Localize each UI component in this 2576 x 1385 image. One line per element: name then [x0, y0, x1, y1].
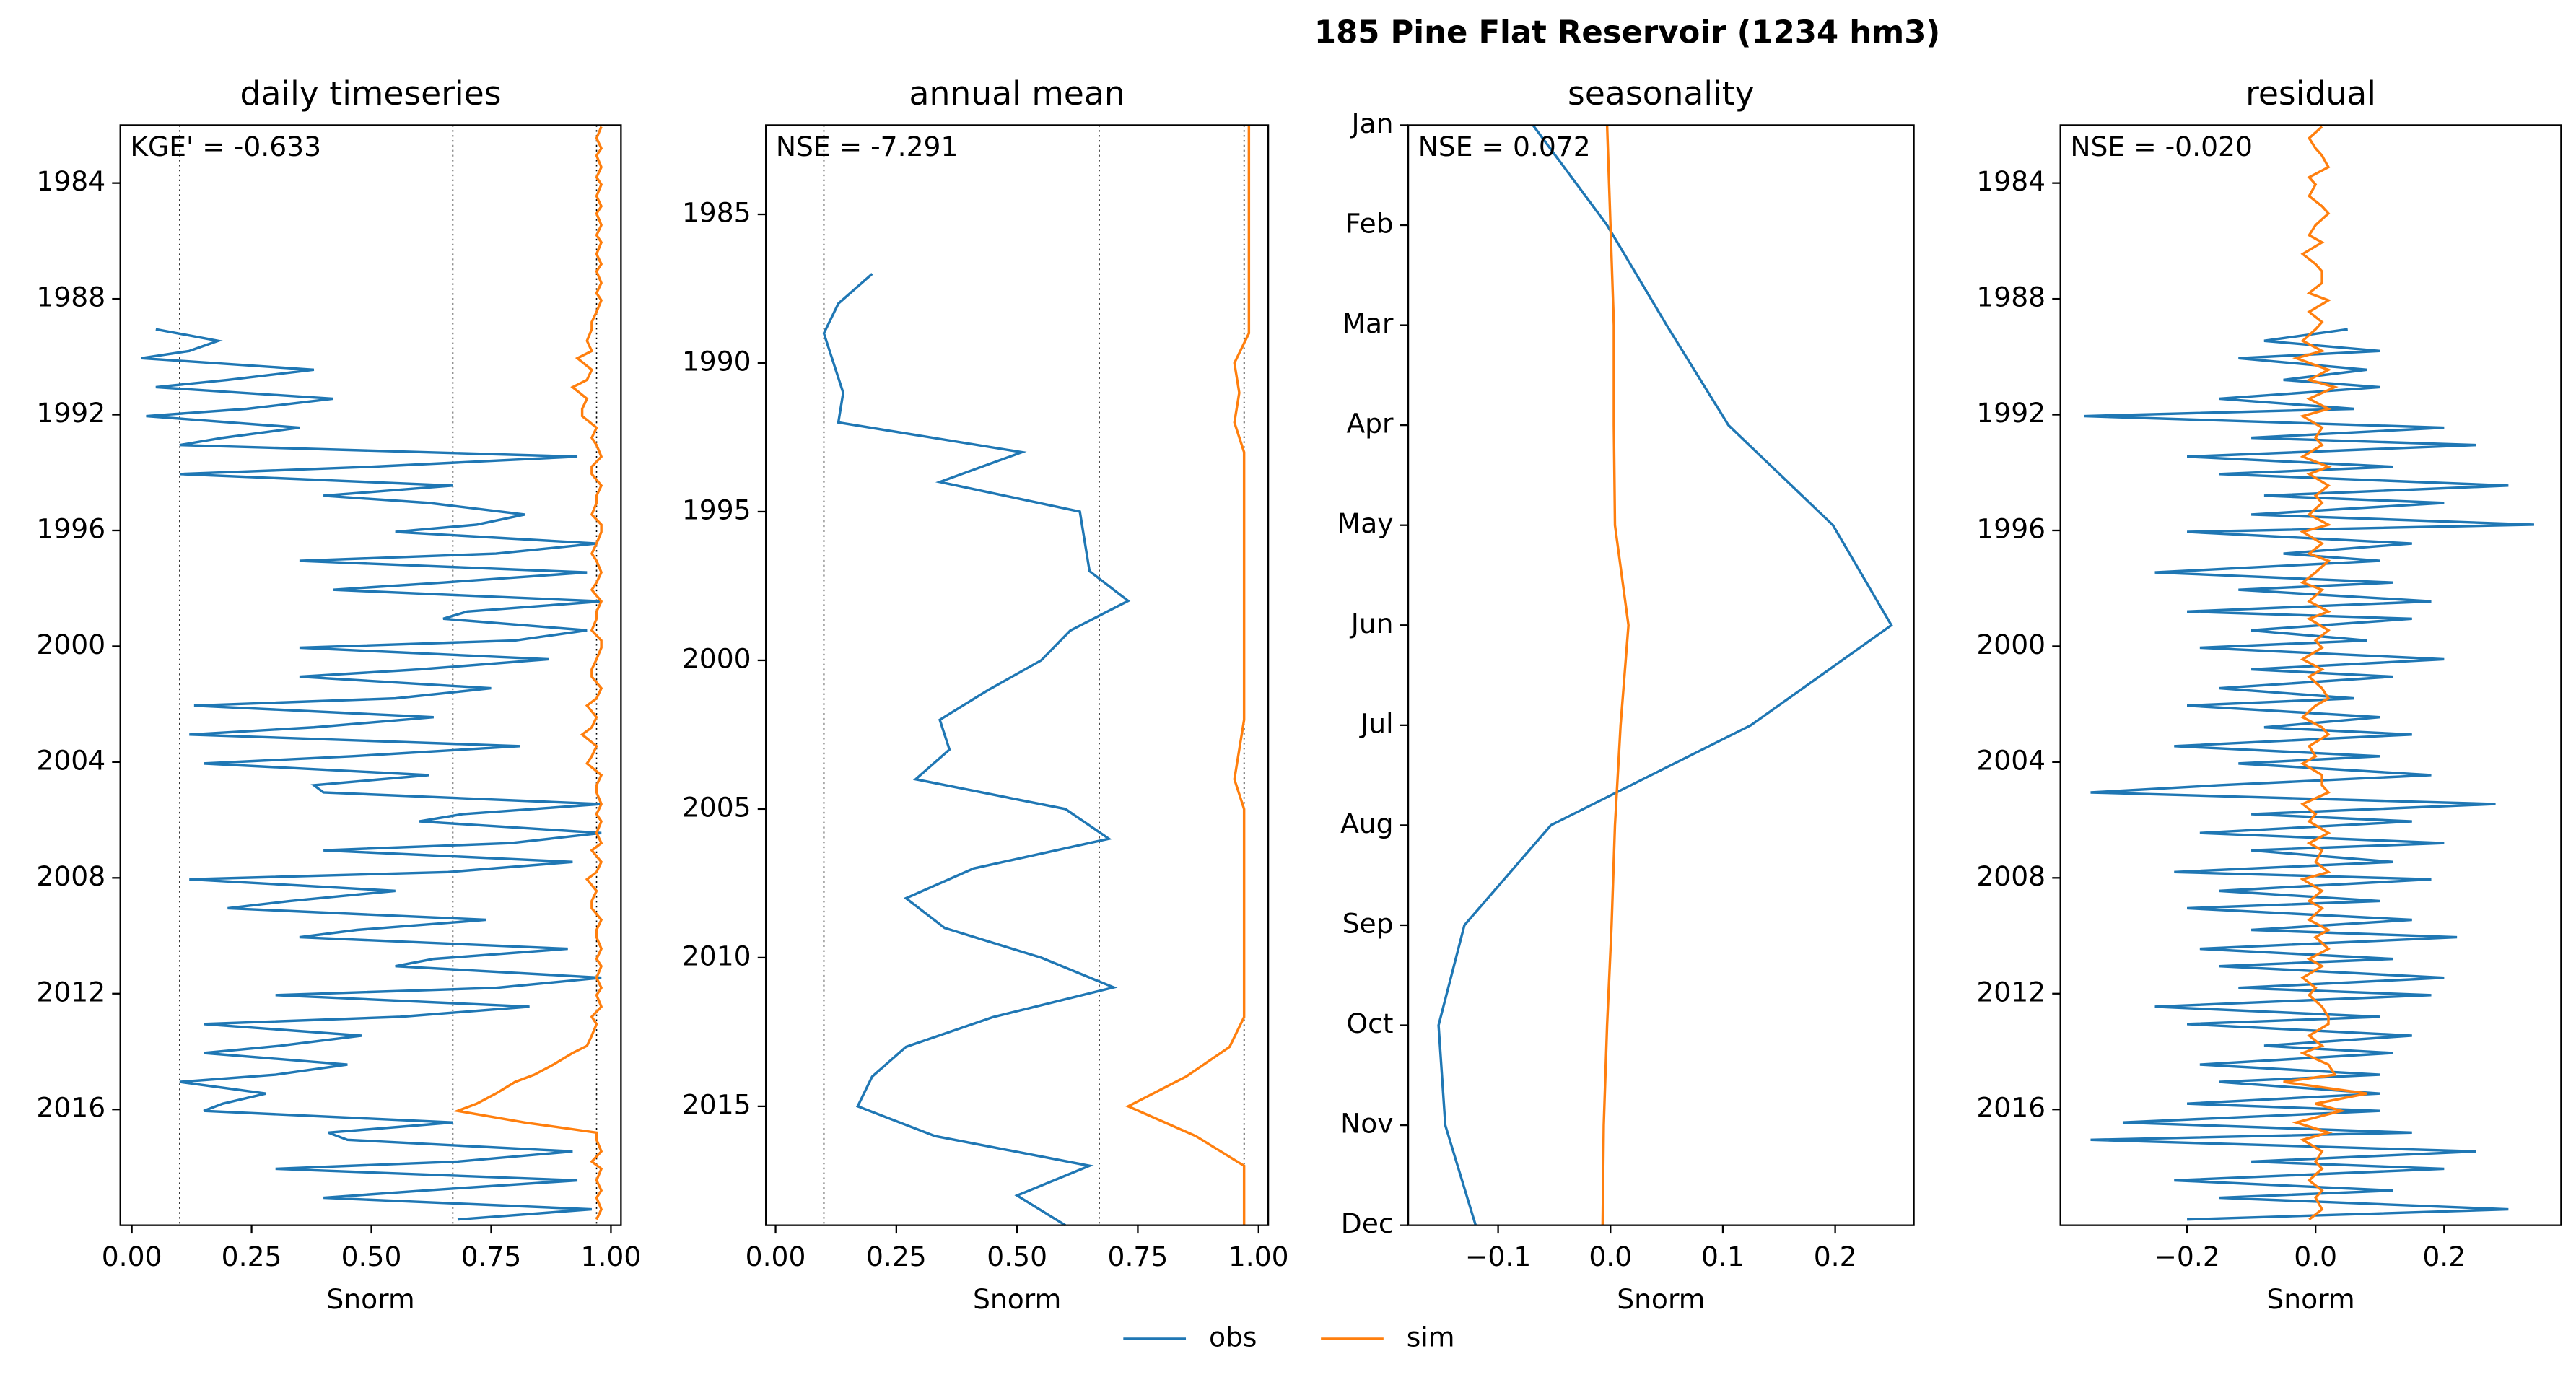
y-tick-label: 1992: [1976, 397, 2045, 429]
y-tick-label: 1985: [682, 197, 751, 229]
plot-frame: [119, 124, 622, 1226]
x-tick-label: 0.50: [341, 1241, 402, 1272]
y-tick-label: 2008: [1976, 860, 2045, 892]
y-tick-label: 2016: [36, 1092, 105, 1124]
y-tick-label: Aug: [1340, 808, 1393, 839]
y-tick-label: Apr: [1346, 408, 1394, 440]
panel-title: annual mean: [909, 74, 1125, 113]
y-tick-label: Feb: [1345, 207, 1394, 239]
annotation: KGE' = -0.633: [130, 131, 321, 162]
x-tick-label: −0.2: [2154, 1241, 2219, 1272]
y-tick-label: 2015: [682, 1088, 751, 1120]
x-tick-label: 0.25: [222, 1241, 282, 1272]
y-tick-label: 2012: [1976, 976, 2045, 1008]
series-line: [1125, 125, 1251, 1225]
y-tick-label: 1984: [36, 165, 105, 197]
y-tick-label: May: [1337, 507, 1394, 539]
series-line: [453, 126, 603, 1220]
y-tick-label: 2004: [36, 744, 105, 776]
y-tick-label: Nov: [1340, 1108, 1393, 1140]
y-tick-label: Jan: [1350, 108, 1394, 139]
x-tick-label: 0.50: [987, 1241, 1047, 1272]
y-tick-label: Dec: [1341, 1207, 1394, 1239]
panel-title: seasonality: [1568, 74, 1755, 113]
y-tick-label: 1988: [36, 281, 105, 313]
y-tick-label: 2000: [1976, 629, 2045, 660]
y-tick-label: 2004: [1976, 744, 2045, 776]
y-tick-label: 1984: [1976, 165, 2045, 197]
y-tick-label: 2000: [36, 629, 105, 660]
y-tick-label: 2005: [682, 791, 751, 823]
series-line: [1437, 124, 1893, 1226]
y-tick-label: Mar: [1342, 307, 1394, 339]
y-tick-label: Jun: [1350, 608, 1394, 639]
figure-title: 185 Pine Flat Reservoir (1234 hm3): [1314, 14, 1940, 51]
series-line: [2283, 126, 2367, 1220]
x-tick-label: 0.00: [746, 1241, 806, 1272]
annotation: NSE = -0.020: [2070, 131, 2253, 162]
y-tick-label: 1996: [1976, 512, 2045, 544]
x-tick-label: 0.1: [1701, 1241, 1745, 1272]
series-line: [1601, 125, 1630, 1225]
x-axis-label: Snorm: [2266, 1283, 2354, 1315]
x-tick-label: 1.00: [1228, 1241, 1289, 1272]
x-tick-label: 0.75: [1108, 1241, 1169, 1272]
plot-frame: [1407, 124, 1915, 1226]
x-tick-label: 0.75: [461, 1241, 522, 1272]
x-axis-label: Snorm: [326, 1283, 414, 1315]
x-axis-label: Snorm: [973, 1283, 1061, 1315]
y-tick-label: 2000: [682, 642, 751, 674]
legend-label: sim: [1407, 1321, 1455, 1353]
panel-title: residual: [2245, 74, 2376, 113]
annotation: NSE = -7.291: [776, 131, 959, 162]
y-tick-label: 1995: [682, 494, 751, 525]
x-tick-label: 0.00: [102, 1241, 162, 1272]
series-line: [822, 273, 1131, 1227]
y-tick-label: Sep: [1342, 907, 1394, 939]
y-tick-label: 1988: [1976, 281, 2045, 313]
x-tick-label: 0.25: [866, 1241, 927, 1272]
x-axis-label: Snorm: [1617, 1283, 1705, 1315]
plot-frame: [2059, 124, 2562, 1226]
y-tick-label: 2016: [1976, 1092, 2045, 1124]
y-tick-label: 1992: [36, 397, 105, 429]
plot-frame: [765, 124, 1270, 1226]
series-line: [141, 328, 602, 1221]
y-tick-label: 1996: [36, 512, 105, 544]
x-tick-label: 0.2: [2422, 1241, 2466, 1272]
y-tick-label: Jul: [1359, 707, 1393, 739]
x-tick-label: 0.2: [1814, 1241, 1857, 1272]
y-tick-label: 2012: [36, 976, 105, 1008]
y-tick-label: 2008: [36, 860, 105, 892]
x-tick-label: 1.00: [581, 1241, 642, 1272]
x-tick-label: 0.0: [2294, 1241, 2337, 1272]
y-tick-label: Oct: [1346, 1008, 1393, 1039]
x-tick-label: 0.0: [1589, 1241, 1632, 1272]
y-tick-label: 1990: [682, 345, 751, 377]
annotation: NSE = 0.072: [1418, 131, 1591, 162]
panel-title: daily timeseries: [240, 74, 502, 113]
y-tick-label: 2010: [682, 940, 751, 971]
legend-label: obs: [1209, 1321, 1257, 1353]
x-tick-label: −0.1: [1465, 1241, 1531, 1272]
